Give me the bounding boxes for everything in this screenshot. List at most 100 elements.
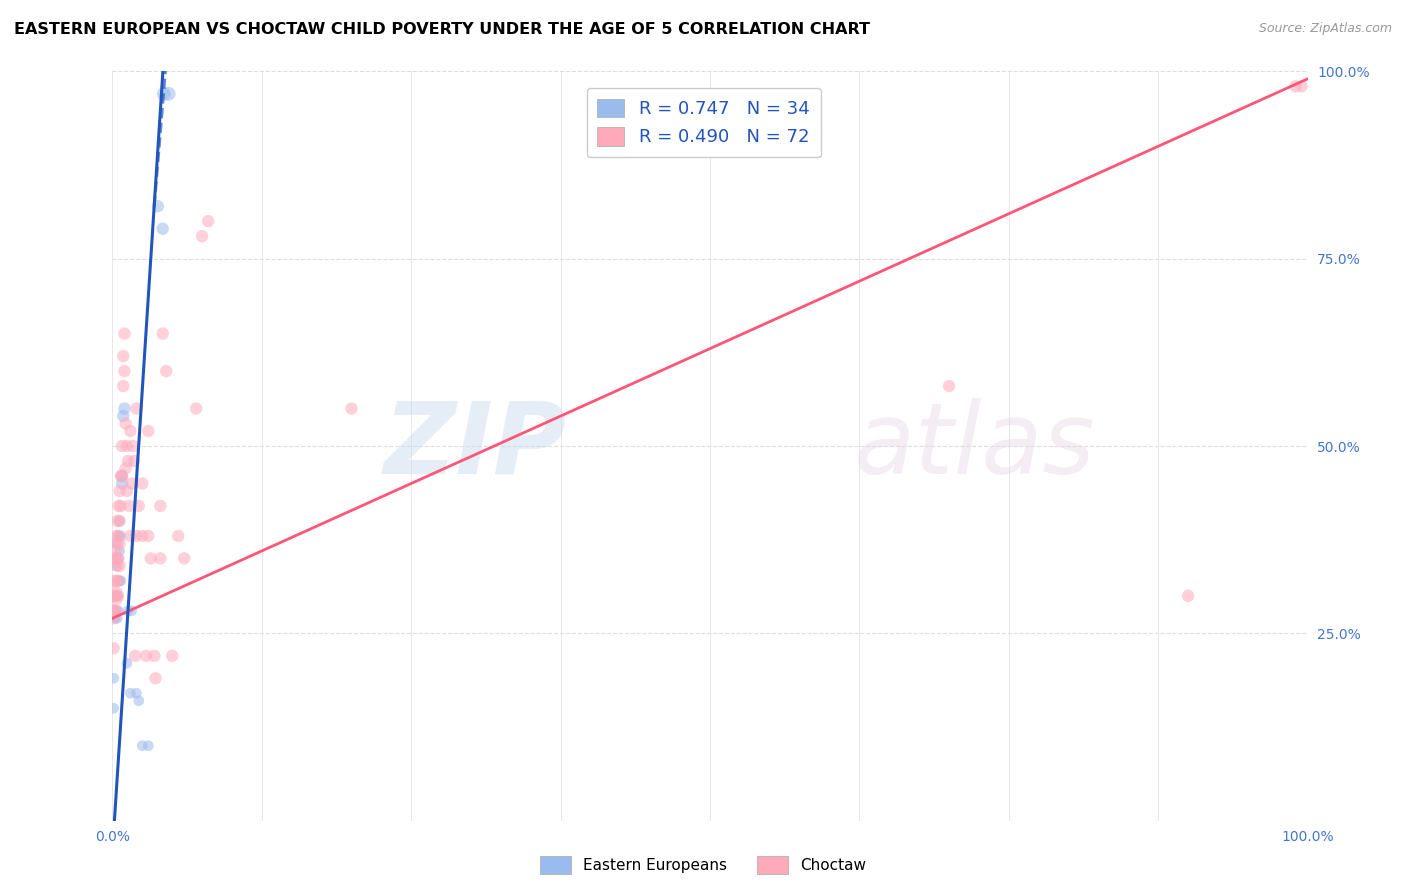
Point (115, 439, 138, 453)
Point (120, 686, 142, 700)
Point (108, 574, 131, 588)
Point (197, 214, 219, 228)
Legend: Eastern Europeans, Choctaw: Eastern Europeans, Choctaw (534, 850, 872, 880)
Point (108, 536, 131, 550)
Text: EASTERN EUROPEAN VS CHOCTAW CHILD POVERTY UNDER THE AGE OF 5 CORRELATION CHART: EASTERN EUROPEAN VS CHOCTAW CHILD POVERT… (14, 22, 870, 37)
Point (121, 604, 143, 618)
Point (104, 574, 127, 588)
Point (139, 551, 162, 566)
Text: ZIP: ZIP (384, 398, 567, 494)
Point (105, 544, 128, 558)
Point (121, 439, 143, 453)
Point (152, 326, 174, 341)
Point (103, 701, 125, 715)
Point (103, 611, 125, 625)
Point (105, 589, 128, 603)
Point (117, 454, 139, 468)
Point (105, 529, 128, 543)
Point (124, 648, 146, 663)
Point (121, 476, 143, 491)
Point (105, 536, 128, 550)
Point (138, 529, 160, 543)
Point (112, 349, 135, 363)
Point (108, 544, 131, 558)
Point (152, 221, 174, 235)
Point (145, 671, 167, 685)
Point (105, 611, 128, 625)
Point (111, 469, 134, 483)
Point (107, 574, 129, 588)
Point (120, 424, 142, 438)
Point (125, 401, 148, 416)
Point (131, 476, 153, 491)
Point (117, 604, 139, 618)
Point (149, 499, 172, 513)
Point (107, 529, 129, 543)
Point (120, 529, 142, 543)
Point (108, 558, 131, 573)
Point (167, 529, 190, 543)
Point (108, 514, 131, 528)
Point (143, 648, 166, 663)
Point (105, 536, 128, 550)
Legend: R = 0.747   N = 34, R = 0.490   N = 72: R = 0.747 N = 34, R = 0.490 N = 72 (586, 88, 821, 157)
Point (125, 529, 148, 543)
Point (105, 574, 128, 588)
Point (131, 529, 153, 543)
Point (104, 604, 127, 618)
Point (112, 409, 135, 423)
Point (104, 551, 127, 566)
Point (128, 499, 150, 513)
Point (938, 379, 960, 393)
Point (107, 604, 129, 618)
Point (146, 199, 169, 213)
Point (104, 604, 127, 618)
Point (110, 574, 132, 588)
Point (115, 483, 138, 498)
Point (162, 648, 183, 663)
Point (149, 551, 172, 566)
Point (1291, 79, 1313, 94)
Point (114, 326, 135, 341)
Point (107, 551, 129, 566)
Point (105, 514, 128, 528)
Point (107, 551, 129, 566)
Point (157, 87, 180, 101)
Point (135, 648, 157, 663)
Point (122, 454, 145, 468)
Point (103, 589, 125, 603)
Point (105, 558, 128, 573)
Point (103, 604, 125, 618)
Point (105, 551, 128, 566)
Point (1177, 589, 1199, 603)
Point (138, 739, 160, 753)
Point (1285, 79, 1308, 94)
Point (114, 461, 136, 475)
Point (111, 439, 134, 453)
Point (101, 589, 124, 603)
Point (191, 229, 214, 244)
Point (103, 671, 125, 685)
Point (125, 686, 148, 700)
Point (110, 469, 132, 483)
Point (108, 514, 131, 528)
Point (110, 529, 132, 543)
Text: atlas: atlas (853, 398, 1095, 494)
Point (103, 641, 125, 656)
Point (131, 739, 153, 753)
Point (118, 499, 141, 513)
Point (340, 401, 363, 416)
Point (105, 604, 128, 618)
Point (138, 424, 160, 438)
Point (128, 694, 150, 708)
Point (186, 401, 208, 416)
Point (107, 499, 129, 513)
Point (153, 87, 176, 101)
Point (105, 604, 128, 618)
Point (114, 417, 136, 431)
Point (111, 476, 134, 491)
Point (155, 364, 177, 378)
Text: Source: ZipAtlas.com: Source: ZipAtlas.com (1258, 22, 1392, 36)
Point (104, 611, 127, 625)
Point (111, 469, 134, 483)
